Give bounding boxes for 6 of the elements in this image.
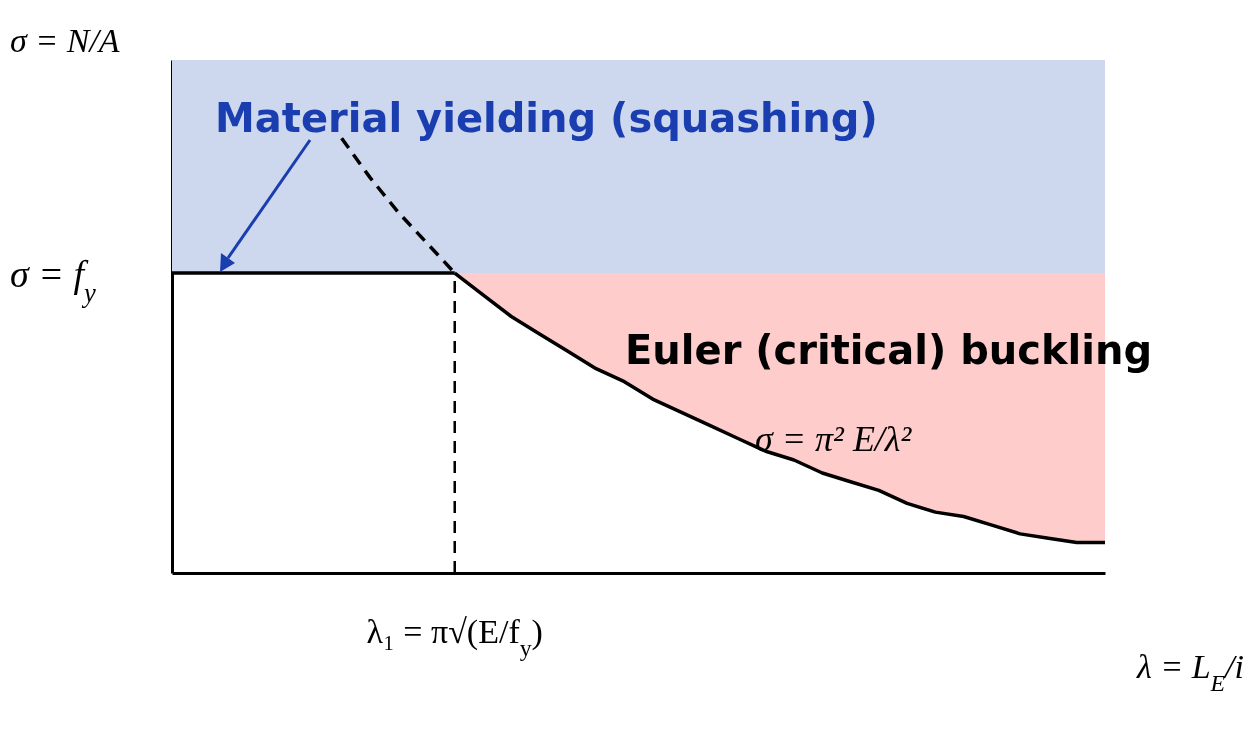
text: λ₁ = π√(E/f$_{y}$): [366, 613, 543, 661]
text: σ = f$_{y}$: [10, 253, 96, 308]
y-axis-title: σ = N/A: [10, 22, 120, 59]
x-axis-title: λ = L$_{E}$/i: [1135, 648, 1244, 696]
annotation: Material yielding (squashing): [215, 95, 878, 141]
annotation: Euler (critical) buckling: [625, 327, 1153, 373]
